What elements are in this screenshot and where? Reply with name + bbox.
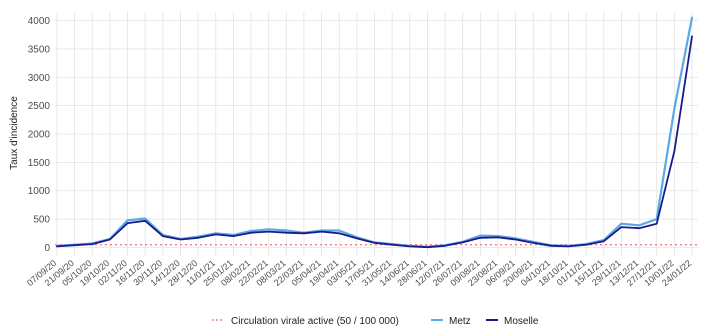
x-axis-ticks: 07/09/2021/09/2005/10/2019/10/2002/11/20…: [25, 258, 693, 288]
legend: Circulation virale active (50 / 100 000)…: [212, 316, 539, 327]
legend-threshold-label: Circulation virale active (50 / 100 000): [231, 316, 399, 327]
y-tick-label: 2000: [28, 130, 51, 141]
y-tick-label: 1500: [28, 158, 51, 169]
y-tick-label: 0: [44, 243, 50, 254]
y-tick-label: 3500: [28, 44, 51, 55]
y-tick-label: 500: [33, 215, 50, 226]
y-tick-label: 2500: [28, 101, 51, 112]
series-layer: [55, 16, 694, 249]
legend-metz-label: Metz: [449, 316, 471, 327]
legend-moselle-label: Moselle: [504, 316, 539, 327]
y-axis-label: Taux d'incidence: [9, 96, 20, 170]
y-tick-label: 4000: [28, 16, 51, 27]
series-line-moselle: [56, 35, 693, 249]
grid: [55, 12, 698, 256]
y-axis-ticks: 0 500 1000 1500 2000 2500 3000 3500 4000: [28, 16, 51, 254]
y-tick-label: 1000: [28, 186, 51, 197]
y-tick-label: 3000: [28, 73, 51, 84]
